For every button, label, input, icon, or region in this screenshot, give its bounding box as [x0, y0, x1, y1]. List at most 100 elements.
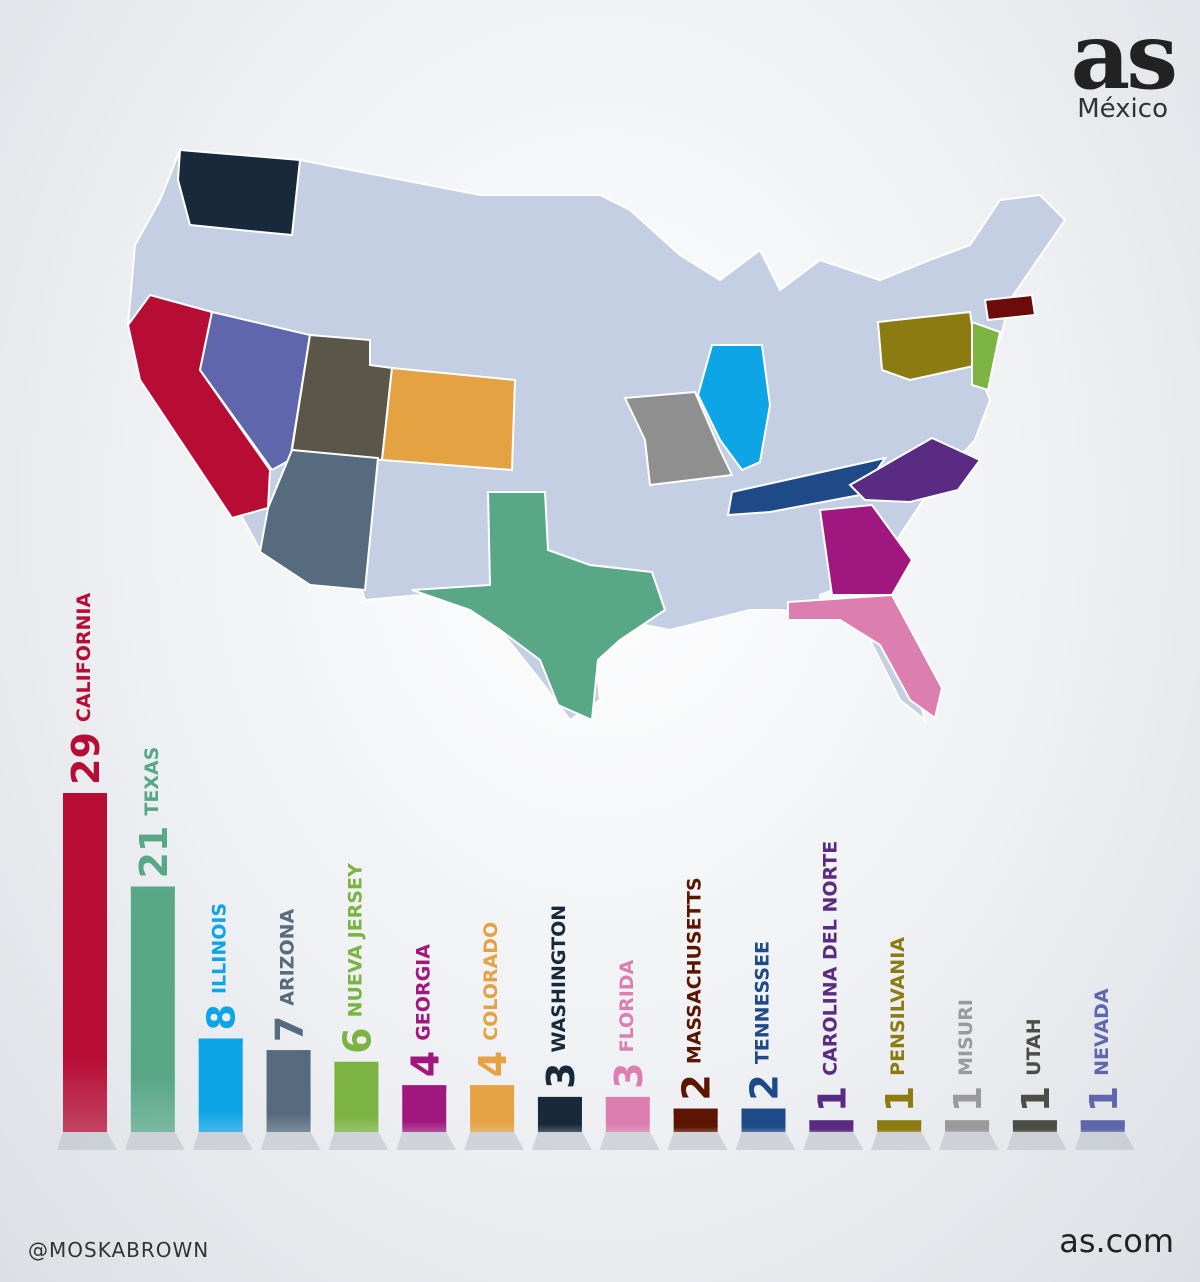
- bar-utah: [1012, 1120, 1057, 1132]
- bar-cap-california: [63, 793, 107, 798]
- value-label-california: 29: [64, 732, 108, 785]
- bar-shadow-nevada: [1074, 1132, 1135, 1150]
- bar-label-georgia: 4 GEORGIA: [403, 944, 447, 1077]
- map-new-jersey: [971, 320, 1002, 392]
- category-label-pensilvania: PENSILVANIA: [887, 937, 909, 1076]
- map-colorado: [380, 366, 517, 472]
- bar-carolina-del-norte: [809, 1120, 854, 1132]
- bar-cap-carolina-del-norte: [809, 1120, 854, 1126]
- bar-shadow-misuri: [939, 1132, 1000, 1150]
- value-label-massachusetts: 2: [675, 1074, 719, 1100]
- bar-label-utah: 1 UTAH: [1014, 1018, 1058, 1112]
- bar-cap-utah: [1012, 1120, 1057, 1126]
- value-label-colorado: 4: [471, 1051, 515, 1077]
- map-missouri: [623, 390, 734, 487]
- bar-cap-massachusetts: [673, 1108, 718, 1114]
- map-florida: [787, 593, 944, 720]
- map-pennsylvania: [876, 310, 980, 382]
- category-label-illinois: ILLINOIS: [209, 903, 231, 994]
- bar-label-florida: 3 FLORIDA: [607, 959, 651, 1088]
- bar-cap-georgia: [402, 1085, 447, 1091]
- bar-cap-pensilvania: [877, 1120, 922, 1126]
- bar-label-washington: 3 WASHINGTON: [539, 905, 583, 1089]
- bar-shadow-utah: [1006, 1132, 1067, 1150]
- bar-cap-misuri: [945, 1120, 990, 1126]
- bar-cap-texas: [130, 886, 175, 892]
- category-label-washington: WASHINGTON: [548, 905, 570, 1053]
- bar-label-california: 29 CALIFORNIA: [64, 593, 108, 785]
- value-label-utah: 1: [1014, 1086, 1058, 1112]
- bar-georgia: [402, 1085, 447, 1132]
- bar-label-arizona: 7 ARIZONA: [268, 908, 312, 1042]
- map-north-carolina: [848, 436, 982, 504]
- map-georgia: [818, 503, 914, 596]
- bar-nueva-jersey: [334, 1061, 379, 1132]
- map-massachusetts: [983, 293, 1037, 322]
- bars: [63, 793, 1125, 1132]
- bar-label-nevada: 1 NEVADA: [1082, 988, 1126, 1112]
- category-label-california: CALIFORNIA: [73, 593, 95, 723]
- category-label-florida: FLORIDA: [616, 959, 638, 1052]
- bar-label-misuri: 1 MISURI: [946, 999, 990, 1112]
- bar-cap-nevada: [1080, 1120, 1125, 1126]
- bar-cap-illinois: [198, 1038, 243, 1044]
- bar-label-nueva-jersey: 6 NUEVA JERSEY: [335, 863, 379, 1054]
- value-label-texas: 21: [132, 826, 176, 879]
- bar-label-tennessee: 2 TENNESSEE: [743, 941, 787, 1101]
- us-map: [126, 148, 1067, 723]
- bar-shadow-washington: [531, 1132, 592, 1150]
- category-label-tennessee: TENNESSEE: [752, 941, 774, 1064]
- bar-shadow-illinois: [192, 1132, 253, 1150]
- bar-shadow-texas: [124, 1132, 185, 1150]
- value-label-arizona: 7: [268, 1016, 312, 1042]
- bar-washington: [537, 1096, 582, 1132]
- map-tennessee: [726, 456, 888, 517]
- map-illinois: [696, 344, 772, 472]
- as-mexico-logo: as México: [1071, 10, 1178, 124]
- bar-label-massachusetts: 2 MASSACHUSETTS: [675, 877, 719, 1100]
- value-label-nevada: 1: [1082, 1086, 1126, 1112]
- bar-cap-tennessee: [741, 1108, 786, 1114]
- bar-shadow-carolina-del-norte: [803, 1132, 864, 1150]
- bar-shadow-massachusetts: [667, 1132, 728, 1150]
- bar-shadow-florida: [599, 1132, 660, 1150]
- value-label-illinois: 8: [200, 1004, 244, 1030]
- bar-texas: [130, 886, 175, 1132]
- value-label-pensilvania: 1: [878, 1086, 922, 1112]
- logo-subtitle: México: [1077, 94, 1168, 124]
- bar-cap-washington: [537, 1096, 582, 1102]
- site-url: as.com: [1059, 1222, 1174, 1260]
- value-label-georgia: 4: [403, 1051, 447, 1077]
- value-label-tennessee: 2: [743, 1074, 787, 1100]
- bar-shadow-tennessee: [735, 1132, 796, 1150]
- bar-shadow-nueva-jersey: [328, 1132, 389, 1150]
- bar-illinois: [198, 1038, 243, 1132]
- bar-cap-arizona: [266, 1050, 311, 1056]
- bar-shadows: [57, 1132, 1135, 1150]
- category-label-misuri: MISURI: [955, 999, 977, 1076]
- author-handle: @MOSKABROWN: [28, 1238, 210, 1262]
- value-label-misuri: 1: [946, 1086, 990, 1112]
- bar-cap-nueva-jersey: [334, 1061, 379, 1067]
- bar-shadow-georgia: [396, 1132, 457, 1150]
- bar-florida: [605, 1096, 650, 1132]
- value-labels: 29CALIFORNIA21TEXAS8ILLINOIS7ARIZONA6NUE…: [64, 593, 1126, 1113]
- bar-label-carolina-del-norte: 1 CAROLINA DEL NORTE: [810, 841, 854, 1113]
- category-label-colorado: COLORADO: [480, 922, 502, 1041]
- map-nevada: [198, 310, 312, 472]
- bar-label-colorado: 4 COLORADO: [471, 922, 515, 1077]
- bar-misuri: [945, 1120, 990, 1132]
- category-label-utah: UTAH: [1023, 1018, 1045, 1076]
- map-arizona: [258, 448, 380, 592]
- bar-label-illinois: 8 ILLINOIS: [200, 903, 244, 1031]
- value-label-carolina-del-norte: 1: [810, 1086, 854, 1112]
- bar-label-pensilvania: 1 PENSILVANIA: [878, 937, 922, 1113]
- bar-colorado: [470, 1085, 515, 1132]
- bar-arizona: [266, 1050, 311, 1132]
- category-label-nueva-jersey: NUEVA JERSEY: [344, 863, 366, 1017]
- value-label-washington: 3: [539, 1062, 583, 1088]
- bar-shadow-colorado: [464, 1132, 525, 1150]
- bar-cap-colorado: [470, 1085, 515, 1091]
- bar-pensilvania: [877, 1120, 922, 1132]
